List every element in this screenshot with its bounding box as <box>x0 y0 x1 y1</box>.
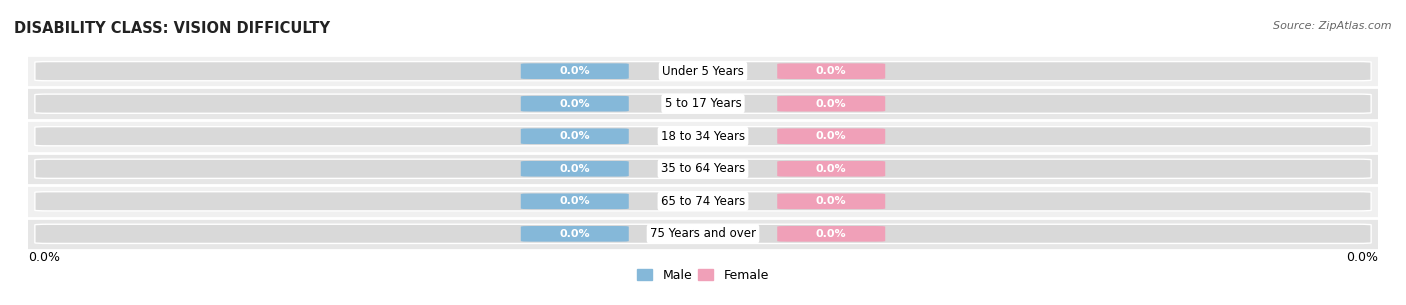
Bar <box>28 120 1378 152</box>
Bar <box>28 55 1378 88</box>
FancyBboxPatch shape <box>520 128 628 144</box>
FancyBboxPatch shape <box>778 193 886 209</box>
FancyBboxPatch shape <box>778 161 886 177</box>
Text: 0.0%: 0.0% <box>815 99 846 109</box>
Bar <box>28 88 1378 120</box>
Text: 18 to 34 Years: 18 to 34 Years <box>661 130 745 143</box>
Text: 0.0%: 0.0% <box>815 164 846 174</box>
Text: 0.0%: 0.0% <box>815 131 846 141</box>
Text: 0.0%: 0.0% <box>560 99 591 109</box>
Text: DISABILITY CLASS: VISION DIFFICULTY: DISABILITY CLASS: VISION DIFFICULTY <box>14 21 330 36</box>
FancyBboxPatch shape <box>520 226 628 242</box>
FancyBboxPatch shape <box>35 94 1371 113</box>
Legend: Male, Female: Male, Female <box>633 264 773 287</box>
Text: Source: ZipAtlas.com: Source: ZipAtlas.com <box>1274 21 1392 31</box>
FancyBboxPatch shape <box>35 127 1371 146</box>
FancyBboxPatch shape <box>778 63 886 79</box>
Text: 75 Years and over: 75 Years and over <box>650 227 756 240</box>
FancyBboxPatch shape <box>35 192 1371 211</box>
Text: 0.0%: 0.0% <box>560 131 591 141</box>
Bar <box>28 185 1378 217</box>
Text: 0.0%: 0.0% <box>815 66 846 76</box>
FancyBboxPatch shape <box>35 224 1371 243</box>
Text: 0.0%: 0.0% <box>28 251 60 264</box>
FancyBboxPatch shape <box>35 62 1371 81</box>
Bar <box>28 152 1378 185</box>
Text: 5 to 17 Years: 5 to 17 Years <box>665 97 741 110</box>
Text: 0.0%: 0.0% <box>1346 251 1378 264</box>
FancyBboxPatch shape <box>778 226 886 242</box>
Text: 0.0%: 0.0% <box>560 66 591 76</box>
Text: 0.0%: 0.0% <box>560 229 591 239</box>
FancyBboxPatch shape <box>520 161 628 177</box>
Text: 0.0%: 0.0% <box>560 196 591 206</box>
Bar <box>28 217 1378 250</box>
FancyBboxPatch shape <box>520 193 628 209</box>
Text: 0.0%: 0.0% <box>560 164 591 174</box>
FancyBboxPatch shape <box>778 128 886 144</box>
Text: 65 to 74 Years: 65 to 74 Years <box>661 195 745 208</box>
FancyBboxPatch shape <box>520 96 628 112</box>
Text: 0.0%: 0.0% <box>815 229 846 239</box>
Text: Under 5 Years: Under 5 Years <box>662 65 744 78</box>
FancyBboxPatch shape <box>778 96 886 112</box>
FancyBboxPatch shape <box>35 159 1371 178</box>
Text: 0.0%: 0.0% <box>815 196 846 206</box>
FancyBboxPatch shape <box>520 63 628 79</box>
Text: 35 to 64 Years: 35 to 64 Years <box>661 162 745 175</box>
